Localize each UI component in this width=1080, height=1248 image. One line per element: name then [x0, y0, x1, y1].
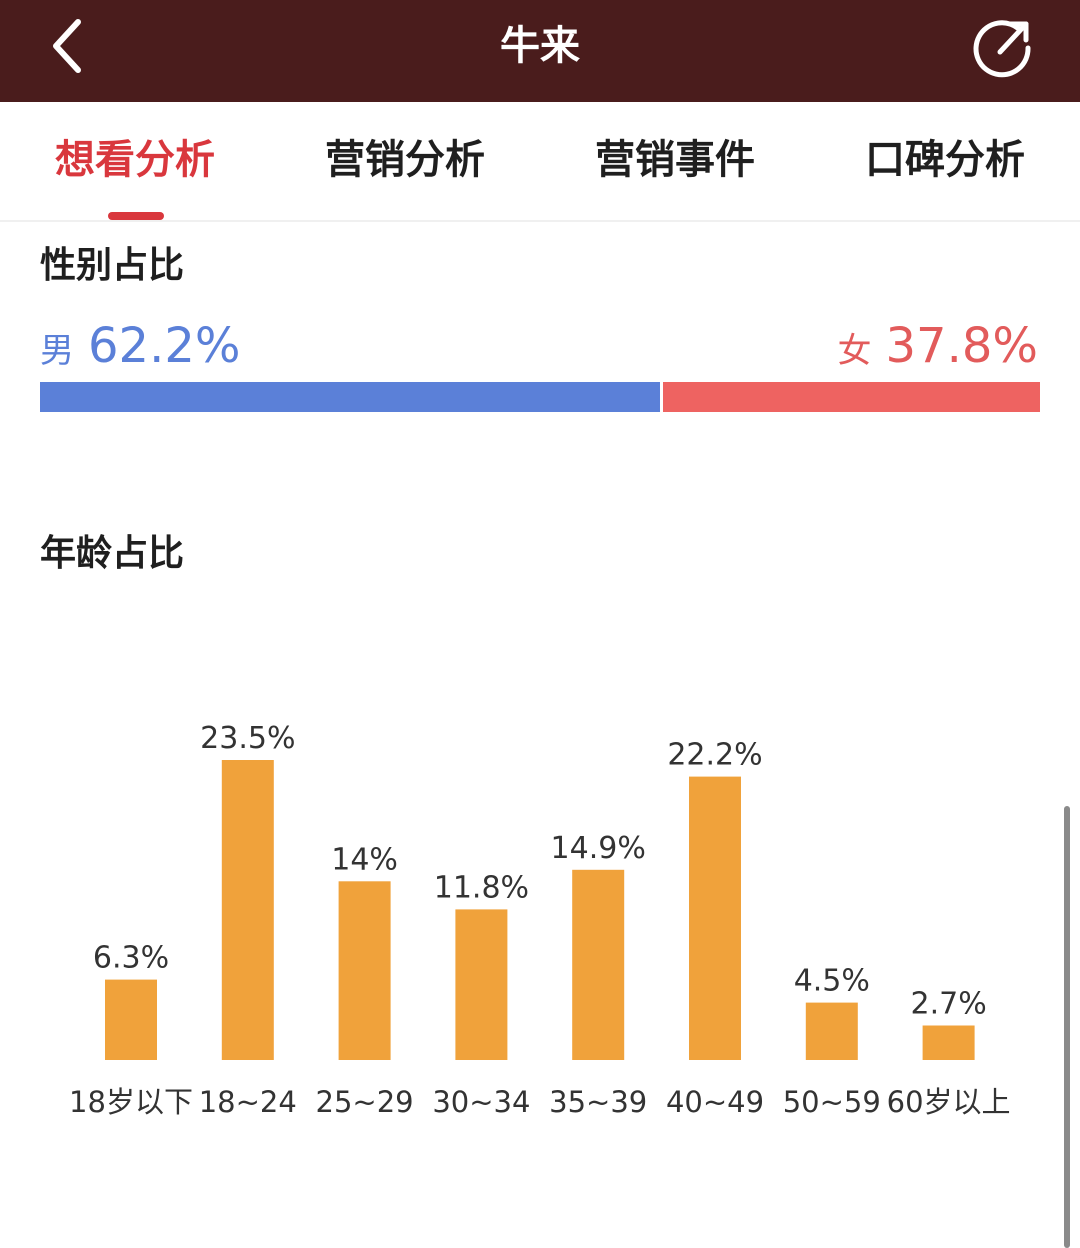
age-bar	[805, 1002, 858, 1060]
age-category-label: 25~29	[316, 1085, 414, 1119]
male-stat: 男 62.2%	[40, 316, 240, 376]
tab-reputation-analysis[interactable]: 口碑分析	[865, 137, 1025, 183]
app-header: 牛来	[0, 0, 1080, 102]
age-bar-value-label: 22.2%	[667, 738, 762, 773]
age-bar	[572, 869, 625, 1060]
male-value: 62.2%	[88, 318, 241, 374]
age-bar-value-label: 4.5%	[794, 964, 870, 999]
age-category-label: 60岁以上	[887, 1085, 1011, 1119]
age-bar-value-label: 11.8%	[434, 870, 529, 905]
age-ratio-title: 年龄占比	[40, 533, 185, 574]
page-title: 牛来	[500, 23, 580, 69]
age-category-label: 18~24	[199, 1085, 297, 1119]
age-bar	[455, 909, 508, 1060]
tab-marketing-analysis[interactable]: 营销分析	[325, 137, 485, 183]
tab-bar: 想看分析 营销分析 营销事件 口碑分析	[0, 102, 1080, 222]
female-label: 女	[837, 331, 872, 371]
age-category-label: 18岁以下	[69, 1085, 193, 1119]
male-label: 男	[40, 331, 74, 371]
age-bar-chart: 6.3% 18岁以下 23.5% 18~24 14% 25~29 11.8% 30~34 14.…	[69, 721, 1011, 1119]
back-button[interactable]	[40, 14, 100, 78]
female-ratio-bar	[660, 382, 1040, 412]
chevron-left-icon	[53, 19, 81, 73]
active-tab-indicator	[108, 212, 164, 220]
scrollbar[interactable]	[1064, 806, 1070, 1248]
age-bar	[105, 979, 157, 1060]
age-bar-value-label: 6.3%	[93, 941, 169, 976]
gender-ratio-bar	[40, 382, 1040, 412]
tab-want-to-see-analysis[interactable]: 想看分析	[55, 137, 215, 183]
age-bar	[922, 1025, 975, 1060]
age-bar-value-label: 23.5%	[200, 721, 295, 756]
age-bar-value-label: 2.7%	[910, 987, 986, 1022]
tab-marketing-events[interactable]: 营销事件	[595, 137, 755, 183]
age-category-label: 50~59	[783, 1085, 881, 1119]
age-bar	[689, 776, 741, 1060]
age-category-label: 35~39	[549, 1085, 647, 1119]
age-bar	[338, 881, 391, 1060]
gender-ratio-title: 性别占比	[40, 245, 185, 286]
share-button[interactable]	[968, 12, 1040, 84]
age-bar	[221, 760, 274, 1060]
age-bar-value-label: 14%	[331, 842, 398, 877]
age-bar-value-label: 14.9%	[551, 831, 646, 866]
age-category-label: 40~49	[666, 1085, 764, 1119]
male-ratio-bar	[40, 382, 661, 412]
female-value: 37.8%	[885, 318, 1038, 374]
female-stat: 女 37.8%	[838, 316, 1038, 376]
age-category-label: 30~34	[432, 1085, 530, 1119]
share-icon	[973, 20, 1031, 78]
